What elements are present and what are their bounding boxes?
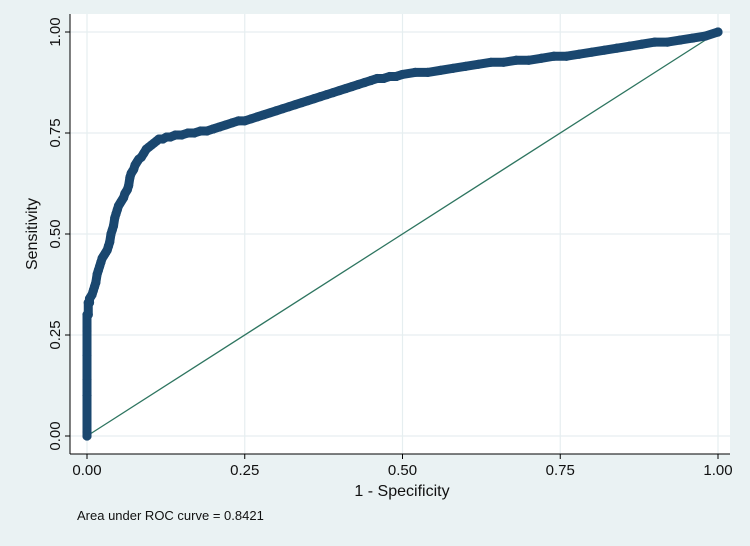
- roc-point: [423, 67, 433, 77]
- x-axis-title: 1 - Specificity: [354, 483, 449, 500]
- roc-point: [82, 350, 92, 360]
- y-tick-label: 0.75: [47, 118, 64, 147]
- roc-point: [650, 37, 660, 47]
- roc-point: [82, 374, 92, 385]
- roc-point: [183, 128, 193, 138]
- roc-point: [82, 427, 92, 437]
- roc-point: [91, 277, 101, 288]
- x-tick-label: 0.00: [72, 462, 101, 479]
- roc-point: [713, 27, 723, 37]
- roc-point: [662, 37, 673, 47]
- roc-point: [82, 326, 92, 336]
- roc-point: [561, 51, 572, 61]
- roc-point: [612, 43, 622, 53]
- roc-point: [688, 33, 698, 43]
- y-tick-label: 0.25: [47, 320, 64, 349]
- roc-point: [108, 221, 119, 231]
- roc-point: [448, 63, 458, 73]
- roc-point: [511, 55, 521, 65]
- y-axis-title: Sensitivity: [24, 198, 41, 270]
- y-tick-label: 0.00: [47, 421, 64, 450]
- roc-point: [549, 51, 559, 61]
- x-tick-label: 1.00: [703, 462, 732, 479]
- roc-point: [700, 31, 710, 41]
- roc-point: [498, 57, 509, 67]
- roc-point: [461, 61, 471, 71]
- roc-point: [637, 39, 647, 49]
- grid-lines: [70, 14, 730, 454]
- roc-point: [195, 126, 206, 136]
- roc-point: [233, 116, 244, 126]
- roc-point: [82, 391, 92, 401]
- roc-point: [83, 310, 93, 320]
- x-tick-label: 0.50: [388, 462, 417, 479]
- reference-line-group: [86, 31, 719, 437]
- axes: 0.00 0.25 0.50 0.75 1.00 0.00 0.25 0.50 0.75 1.00: [47, 14, 733, 479]
- roc-point: [486, 57, 496, 67]
- roc-point: [675, 35, 685, 45]
- roc-point: [397, 69, 408, 80]
- roc-point: [536, 53, 546, 63]
- x-tick-label: 0.25: [230, 462, 259, 479]
- roc-point: [574, 49, 584, 59]
- y-tick-label: 1.00: [47, 17, 64, 46]
- roc-point: [170, 130, 180, 140]
- reference-line: [86, 31, 719, 437]
- roc-point: [105, 237, 115, 247]
- x-tick-label: 0.75: [546, 462, 575, 479]
- y-tick-label: 0.50: [47, 219, 64, 248]
- roc-curve-group: [82, 27, 723, 441]
- roc-point: [625, 41, 635, 51]
- roc-point: [473, 59, 483, 69]
- auc-note: Area under ROC curve = 0.8421: [77, 508, 264, 523]
- roc-point: [587, 47, 597, 57]
- roc-point: [372, 73, 382, 84]
- roc-point: [524, 55, 534, 65]
- roc-point: [385, 71, 395, 82]
- roc-point: [435, 65, 445, 75]
- roc-point: [410, 67, 420, 77]
- roc-point: [599, 45, 610, 55]
- roc-point: [124, 180, 134, 191]
